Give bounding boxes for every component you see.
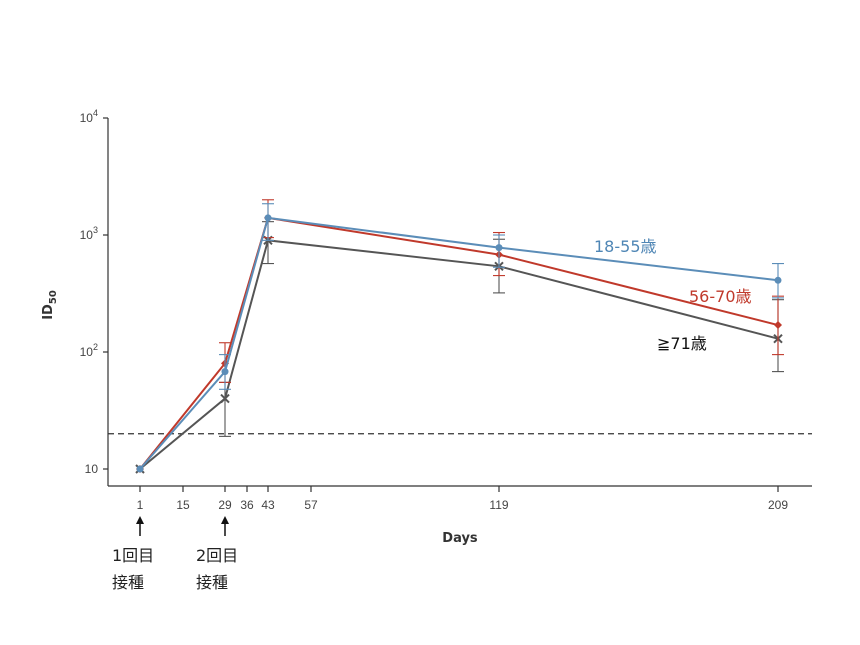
series-layer xyxy=(135,199,784,474)
x-tick-label: 43 xyxy=(261,498,275,512)
data-point xyxy=(495,244,503,252)
data-point xyxy=(774,276,782,284)
data-point xyxy=(136,465,144,473)
y-axis-title-main: ID xyxy=(41,304,56,320)
x-tick-label: 57 xyxy=(304,498,318,512)
dose1-label-line2: 接種 xyxy=(112,573,144,592)
y-axis-title: ID50 xyxy=(41,290,59,320)
x-tick-label: 29 xyxy=(218,498,232,512)
axes: 10 102 103 104 1 15 29 36 43 57 119 209 xyxy=(80,108,812,512)
series-labels: 18-55歳 56-70歳 ≧71歳 xyxy=(594,237,752,353)
data-point xyxy=(774,321,782,330)
series-label-0: 18-55歳 xyxy=(594,237,657,256)
data-point xyxy=(220,393,230,404)
x-tick-label: 15 xyxy=(176,498,190,512)
series-0 xyxy=(136,203,784,473)
x-tick-label: 119 xyxy=(489,498,508,512)
y-axis-title-sub: 50 xyxy=(48,290,59,304)
x-tick-label: 209 xyxy=(768,498,788,512)
dose2-label-line2: 接種 xyxy=(196,573,228,592)
y-tick-label: 102 xyxy=(80,342,98,359)
y-tick-label: 103 xyxy=(80,225,98,242)
x-tick-label: 1 xyxy=(137,498,144,512)
dose2-arrow xyxy=(221,516,229,536)
y-tick-label: 10 xyxy=(85,462,99,476)
x-axis-title: Days xyxy=(442,531,478,546)
x-tick-label: 36 xyxy=(240,498,254,512)
data-point xyxy=(221,368,229,376)
data-point xyxy=(264,214,272,222)
dose2-label-line1: 2回目 xyxy=(196,546,238,565)
dose1-label-line1: 1回目 xyxy=(112,546,154,565)
series-label-2: ≧71歳 xyxy=(657,334,707,353)
dose1-arrow xyxy=(136,516,144,536)
series-label-1: 56-70歳 xyxy=(689,287,752,306)
y-tick-label: 104 xyxy=(80,108,98,125)
svg-text:ID50: ID50 xyxy=(41,290,59,320)
series-line xyxy=(139,239,779,470)
